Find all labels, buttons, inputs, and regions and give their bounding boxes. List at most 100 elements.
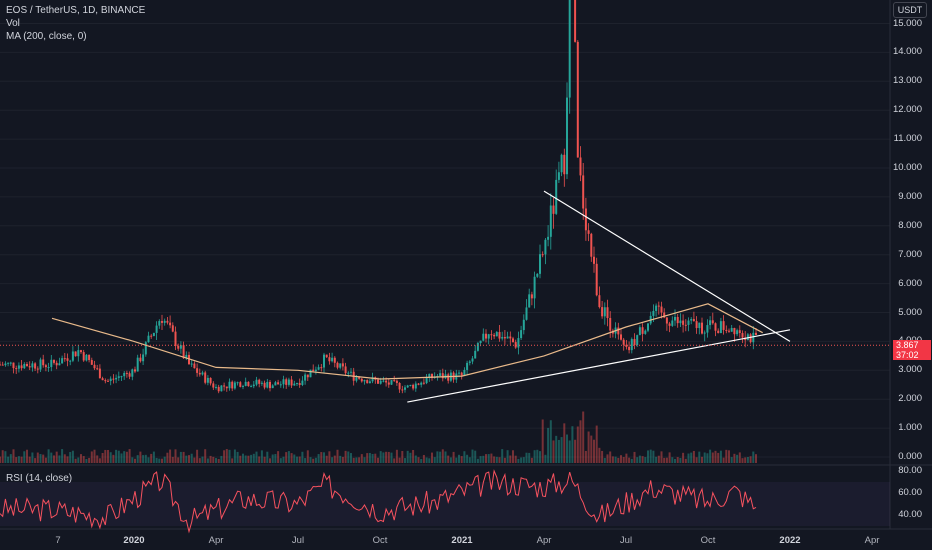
candle-body bbox=[161, 321, 163, 323]
volume-bar bbox=[668, 452, 671, 463]
candle-body bbox=[603, 307, 606, 317]
last-price-tag: 3.867 bbox=[893, 340, 931, 351]
candle-body bbox=[695, 321, 698, 329]
candle-body bbox=[630, 339, 633, 351]
volume-bar bbox=[193, 457, 196, 463]
candle-body bbox=[525, 307, 528, 320]
volume-bar bbox=[722, 457, 725, 463]
candle-body bbox=[498, 332, 501, 339]
currency-unit-button[interactable]: USDT bbox=[893, 2, 927, 18]
volume-bar bbox=[714, 450, 717, 463]
volume-bar bbox=[109, 452, 112, 463]
volume-bar bbox=[287, 451, 290, 463]
candle-body bbox=[576, 41, 579, 158]
volume-bar bbox=[466, 454, 469, 463]
candle-body bbox=[66, 358, 69, 361]
volume-bar bbox=[333, 455, 336, 463]
candle-body bbox=[166, 320, 169, 323]
volume-bar bbox=[7, 456, 10, 463]
volume-bar bbox=[136, 455, 139, 463]
volume-bar bbox=[204, 449, 207, 463]
candle-body bbox=[274, 382, 277, 386]
volume-bar bbox=[225, 449, 228, 463]
candle-body bbox=[509, 336, 512, 339]
time-tick-label: Apr bbox=[536, 535, 552, 546]
candle-body bbox=[350, 371, 352, 373]
candle-body bbox=[47, 367, 50, 369]
candle-body bbox=[584, 208, 587, 231]
rsi-legend[interactable]: RSI (14, close) bbox=[6, 473, 73, 484]
volume-bar bbox=[684, 458, 687, 463]
candle-body bbox=[517, 338, 520, 348]
price-tick-label: 0.000 bbox=[898, 451, 922, 462]
candle-body bbox=[601, 307, 604, 317]
symbol-legend[interactable]: EOS / TetherUS, 1D, BINANCE bbox=[6, 5, 146, 16]
volume-bar bbox=[279, 458, 282, 463]
volume-bar bbox=[120, 453, 123, 463]
candle-body bbox=[15, 368, 18, 370]
volume-bar bbox=[593, 439, 595, 463]
candle-body bbox=[77, 350, 80, 357]
volume-bar bbox=[638, 455, 641, 463]
volume-bar bbox=[487, 454, 490, 463]
volume-bar bbox=[134, 458, 136, 463]
volume-bar bbox=[701, 456, 703, 463]
price-tick-label: 7.000 bbox=[898, 248, 922, 260]
volume-bar bbox=[306, 450, 309, 463]
volume-bar bbox=[447, 455, 450, 463]
volume-bar bbox=[679, 457, 682, 463]
volume-bar bbox=[244, 455, 247, 463]
candle-body bbox=[638, 327, 641, 336]
volume-bar bbox=[15, 457, 18, 463]
volume-bar bbox=[150, 453, 153, 463]
candle-body bbox=[98, 368, 101, 379]
price-tick-label: 15.000 bbox=[892, 17, 922, 29]
volume-bar bbox=[128, 449, 131, 463]
candle-body bbox=[528, 294, 531, 308]
volume-bar bbox=[271, 454, 274, 463]
volume-bar bbox=[115, 449, 118, 463]
ma-legend[interactable]: MA (200, close, 0) bbox=[6, 31, 87, 42]
volume-bar bbox=[557, 439, 560, 463]
volume-bar bbox=[665, 457, 668, 463]
volume-bar bbox=[80, 454, 82, 463]
volume-bar bbox=[34, 458, 37, 463]
candle-body bbox=[39, 359, 42, 370]
candle-body bbox=[625, 344, 628, 347]
candle-body bbox=[58, 363, 61, 366]
candle-body bbox=[242, 385, 244, 387]
candle-body bbox=[80, 350, 82, 353]
candle-body bbox=[557, 172, 560, 180]
volume-bar bbox=[53, 455, 55, 463]
candle-body bbox=[547, 236, 550, 240]
volume-bar bbox=[196, 449, 199, 463]
volume-bar bbox=[404, 458, 406, 463]
price-tick-label: 1.000 bbox=[898, 422, 922, 434]
volume-bar bbox=[74, 458, 77, 463]
volume-bar bbox=[282, 456, 285, 463]
candle-body bbox=[152, 332, 155, 336]
candle-body bbox=[709, 320, 712, 326]
time-tick-label: 7 bbox=[55, 535, 61, 546]
candle-body bbox=[628, 346, 631, 351]
volume-bar bbox=[55, 451, 58, 463]
volume-bar bbox=[209, 455, 212, 463]
volume-bar bbox=[223, 450, 226, 463]
candle-body bbox=[269, 381, 271, 389]
volume-bar bbox=[252, 453, 255, 463]
candle-body bbox=[749, 334, 752, 343]
price-tick-label: 12.000 bbox=[892, 104, 922, 116]
volume-bar bbox=[350, 453, 352, 463]
volume-bar bbox=[622, 457, 625, 463]
candle-body bbox=[482, 333, 485, 341]
volume-bar bbox=[236, 451, 239, 463]
price-tick-label: 9.000 bbox=[898, 190, 922, 202]
candle-body bbox=[636, 335, 639, 346]
candle-body bbox=[606, 307, 609, 319]
volume-bar bbox=[387, 451, 390, 463]
candle-body bbox=[468, 361, 471, 363]
volume-bar bbox=[444, 451, 447, 463]
candle-body bbox=[485, 333, 487, 339]
volume-legend[interactable]: Vol bbox=[6, 18, 20, 29]
